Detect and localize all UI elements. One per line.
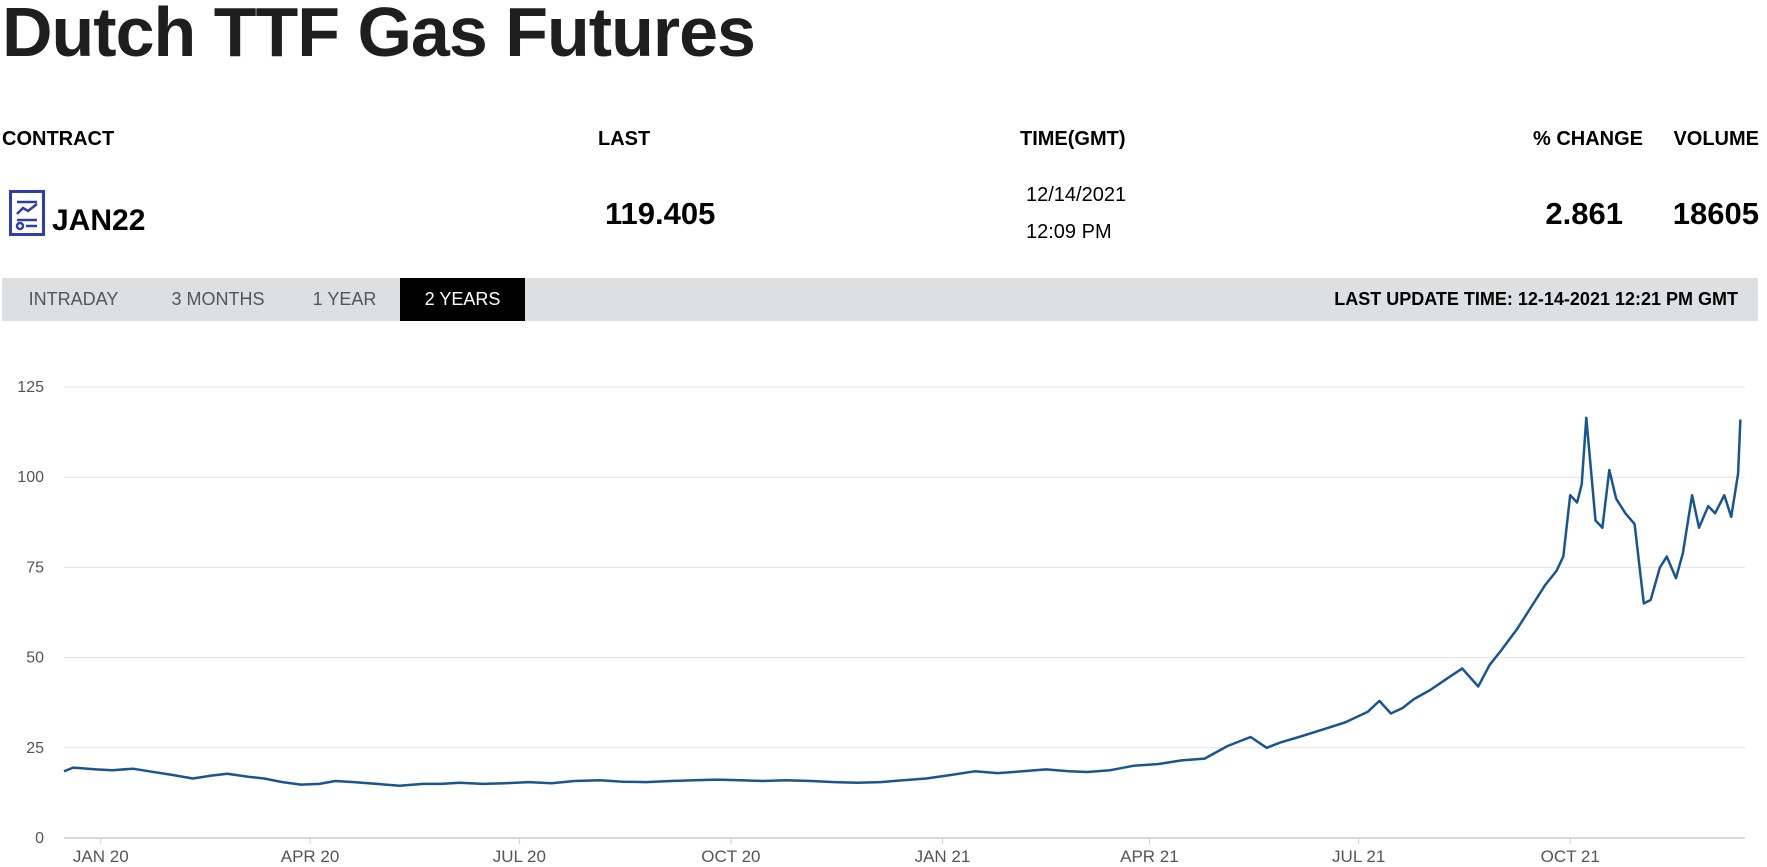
volume-value: 18605 [1672,196,1759,231]
range-tab-bar: INTRADAY 3 MONTHS 1 YEAR 2 YEARS LAST UP… [2,278,1758,321]
contract-header: CONTRACT [2,128,115,150]
x-tick-label: APR 20 [281,847,340,866]
price-chart: 0 25 50 75 100 125 JAN 20 APR 20 JUL 20 OCT 20 JA… [17,379,1745,866]
tab-1-year[interactable]: 1 YEAR [312,289,377,309]
pct-change-header: % CHANGE [1532,128,1643,150]
last-update-time: LAST UPDATE TIME: 12-14-2021 12:21 PM GM… [1334,289,1738,309]
x-tick-label: JUL 21 [1332,847,1385,866]
y-tick-label: 100 [17,469,44,486]
x-tick-label: OCT 21 [1541,847,1600,866]
tab-2-years[interactable]: 2 YEARS [400,278,525,321]
tab-3-months[interactable]: 3 MONTHS [171,289,265,309]
x-tick-label: JUL 20 [493,847,546,866]
x-tick-label: OCT 20 [701,847,760,866]
quote-time: 12:09 PM [1026,221,1112,243]
last-price: 119.405 [605,196,716,231]
y-tick-label: 50 [26,650,44,667]
x-tick-label: APR 21 [1120,847,1179,866]
last-header: LAST [598,128,651,150]
tab-intraday[interactable]: INTRADAY [28,289,119,309]
y-tick-label: 0 [35,830,44,847]
quote-date: 12/14/2021 [1026,184,1127,206]
y-tick-label: 125 [17,379,44,396]
pct-change-value: 2.861 [1545,196,1623,231]
contract-name: JAN22 [52,204,146,237]
x-tick-label: JAN 20 [73,847,129,866]
time-header: TIME(GMT) [1020,128,1126,150]
volume-header: VOLUME [1673,128,1759,150]
y-tick-label: 25 [26,740,44,757]
price-line [63,416,1742,787]
page-title: Dutch TTF Gas Futures [2,0,756,71]
chart-document-icon[interactable] [9,190,45,236]
x-tick-label: JAN 21 [915,847,971,866]
y-tick-label: 75 [26,559,44,576]
